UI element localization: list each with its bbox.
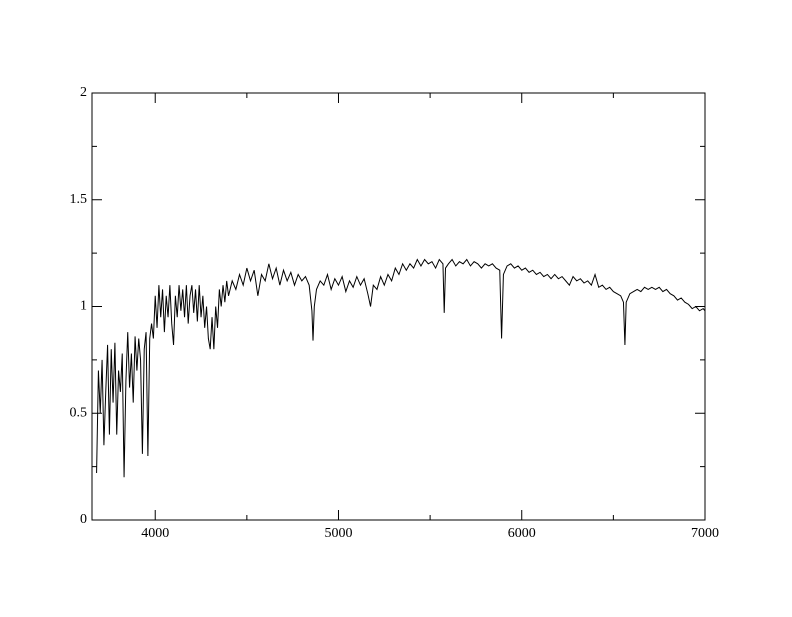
x-tick-label: 4000: [141, 526, 169, 541]
y-tick-label: 2: [80, 85, 87, 100]
y-tick-label: 0.5: [70, 405, 88, 420]
y-tick-label: 0: [80, 512, 87, 527]
y-tick-label: 1.5: [70, 192, 88, 207]
x-tick-label: 7000: [691, 526, 719, 541]
y-tick-label: 1: [80, 299, 87, 314]
x-tick-label: 6000: [508, 526, 536, 541]
x-tick-label: 5000: [324, 526, 352, 541]
spectrum-line: [96, 258, 706, 478]
